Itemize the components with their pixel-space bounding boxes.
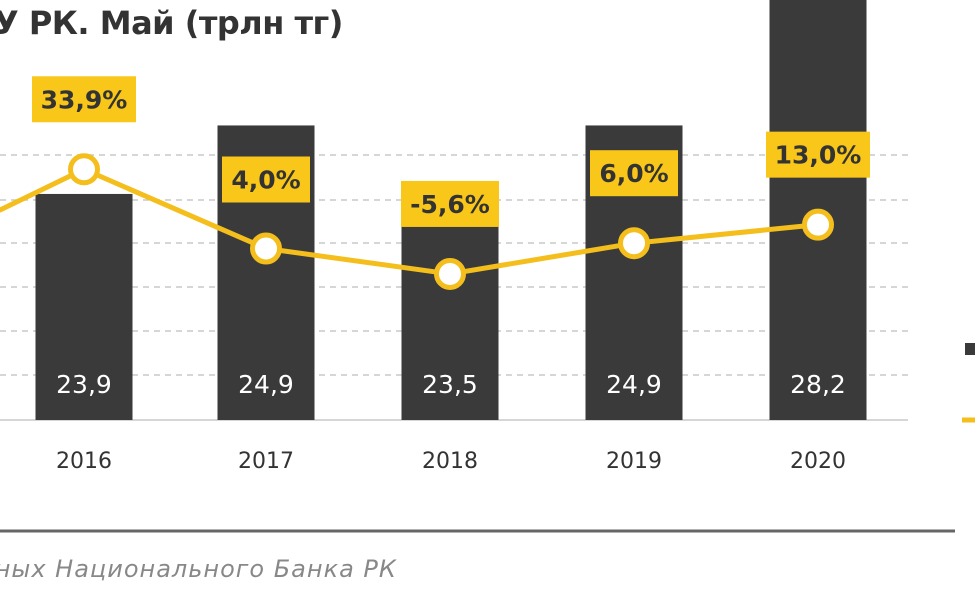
x-axis: 2016 2017 2018 2019 2020 [56,449,846,474]
source-note: нных Национального Банка РК [0,555,397,583]
chart-title: У РК. Май (трлн тг) [0,4,343,42]
x-tick-label: 2020 [790,449,846,474]
bar-2018 [401,221,499,420]
bar-2016 [35,193,133,420]
legend-bar-swatch [965,343,975,355]
growth-label-box [590,150,678,197]
growth-line-series [0,153,834,290]
growth-label-box [401,180,499,227]
growth-label-box [32,76,136,123]
x-tick-label: 2019 [606,449,662,474]
data-labels: 23,9 24,9 23,5 24,9 28,2 33,9% 4,0% -5,6% 6,0% 13… [32,76,870,399]
growth-point-2017 [250,232,282,265]
bar-value-label: 28,2 [790,370,846,399]
legend-fragment [962,343,975,423]
growth-point-2019 [618,227,650,260]
growth-point-2016 [68,153,100,186]
growth-value-label: 13,0% [775,141,862,170]
growth-value-label: 6,0% [599,159,668,188]
bar-value-label: 24,9 [606,370,662,399]
bar-value-label: 23,9 [56,370,112,399]
growth-value-label: -5,6% [410,190,490,219]
x-tick-label: 2016 [56,449,112,474]
bar-value-label: 23,5 [422,370,478,399]
x-tick-label: 2018 [422,449,478,474]
growth-value-label: 33,9% [41,85,128,114]
growth-label-box [766,131,870,178]
growth-label-box [222,156,310,203]
growth-point-2018 [434,257,466,290]
growth-value-label: 4,0% [231,166,300,195]
bar-value-label: 24,9 [238,370,294,399]
x-tick-label: 2017 [238,449,294,474]
growth-point-2020 [802,208,834,241]
